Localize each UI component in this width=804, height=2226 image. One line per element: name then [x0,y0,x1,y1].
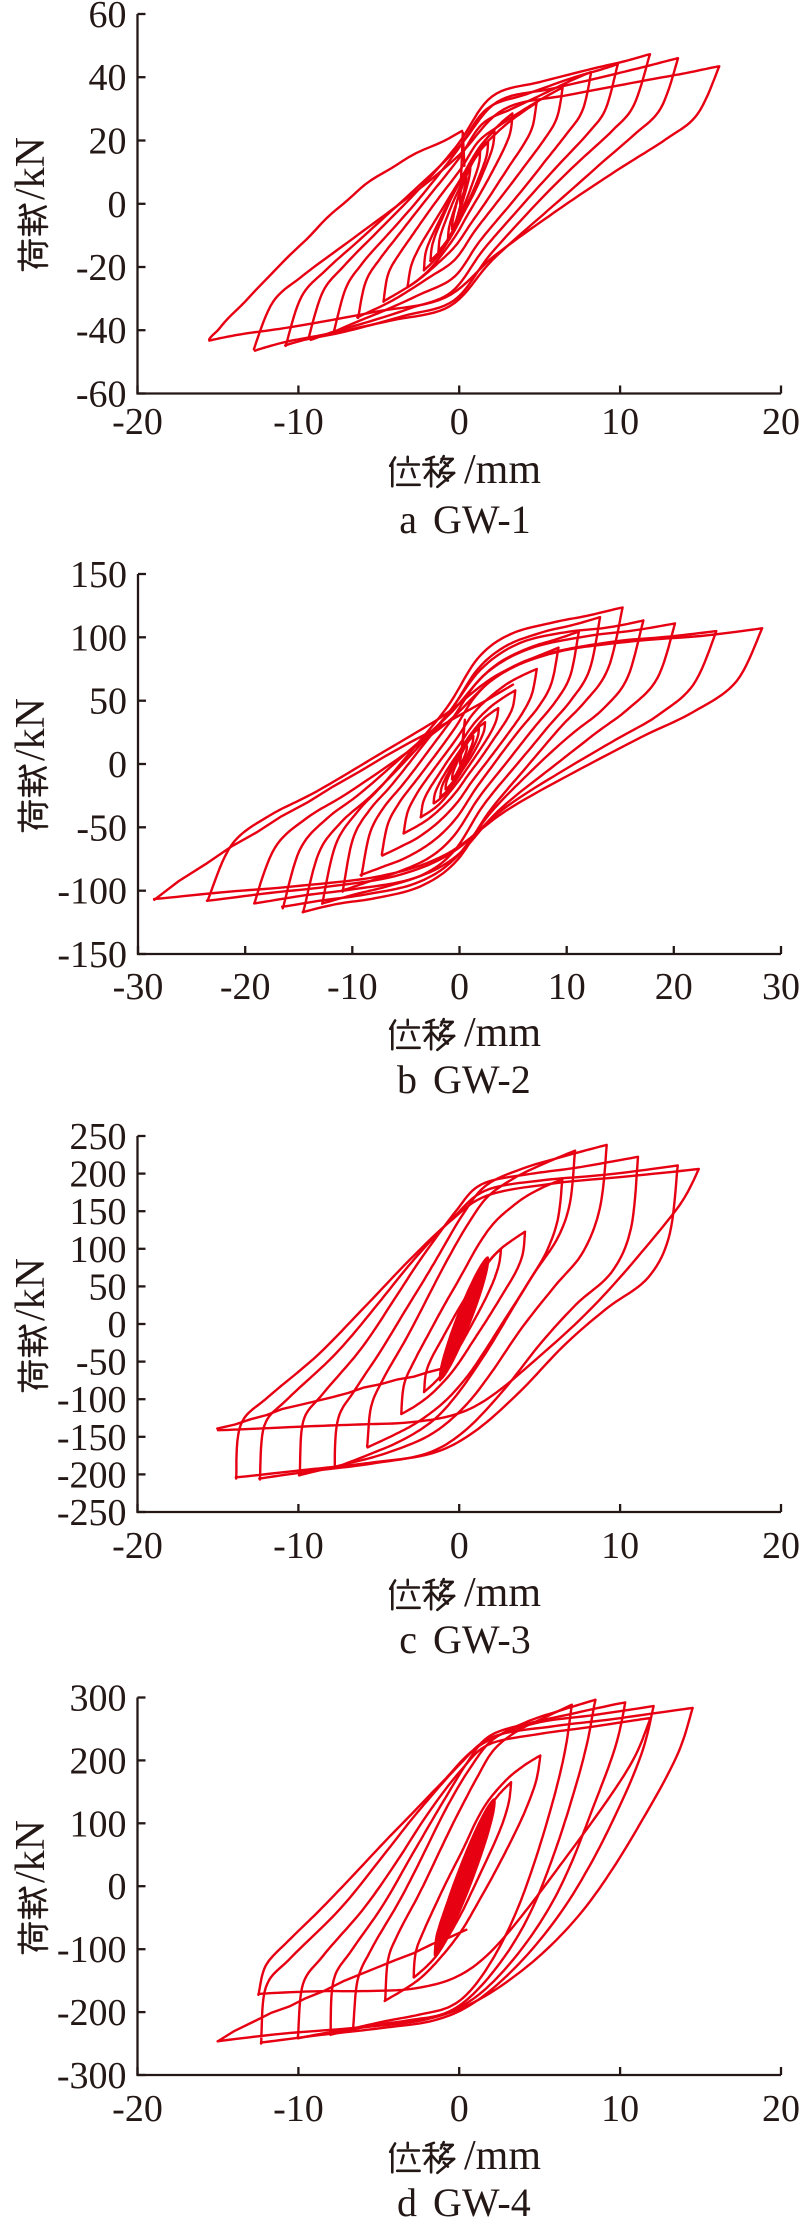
svg-text:10: 10 [601,2088,639,2130]
svg-text:-10: -10 [273,2088,324,2130]
svg-text:-100: -100 [57,1379,127,1421]
svg-text:10: 10 [548,966,586,1008]
svg-text:50: 50 [89,681,127,723]
svg-text:-20: -20 [112,1525,163,1567]
svg-text:100: 100 [70,617,127,659]
svg-text:GW-2: GW-2 [433,1057,531,1102]
svg-text:60: 60 [89,0,127,36]
svg-text:150: 150 [70,1191,127,1233]
svg-text:GW-1: GW-1 [433,497,531,542]
svg-text:20: 20 [762,2088,800,2130]
svg-text:/mm: /mm [464,2133,541,2179]
svg-text:20: 20 [762,401,800,443]
svg-text:0: 0 [108,744,127,786]
svg-text:/kN: /kN [8,137,54,200]
svg-text:-10: -10 [327,966,378,1008]
svg-text:-150: -150 [57,1417,127,1459]
svg-text:-300: -300 [57,2055,127,2097]
svg-text:/mm: /mm [464,447,541,493]
svg-text:-20: -20 [220,966,271,1008]
svg-text:20: 20 [655,966,693,1008]
svg-text:-250: -250 [57,1492,127,1534]
svg-text:250: 250 [70,1116,127,1158]
svg-text:-50: -50 [76,807,127,849]
svg-text:200: 200 [70,1154,127,1196]
svg-text:200: 200 [70,1740,127,1782]
svg-text:/mm: /mm [464,1010,541,1056]
svg-text:-100: -100 [57,871,127,913]
svg-text:300: 300 [70,1678,127,1720]
svg-text:-60: -60 [76,374,127,416]
svg-text:GW-3: GW-3 [433,1617,531,1662]
svg-text:-150: -150 [57,934,127,976]
svg-text:-100: -100 [57,1929,127,1971]
svg-text:a: a [399,497,417,542]
svg-text:-20: -20 [112,401,163,443]
svg-text:c: c [399,1617,417,1662]
svg-text:0: 0 [108,1304,127,1346]
svg-text:0: 0 [450,2088,469,2130]
svg-text:-20: -20 [112,2088,163,2130]
svg-text:20: 20 [762,1525,800,1567]
svg-text:0: 0 [108,1866,127,1908]
svg-text:b: b [397,1057,417,1102]
svg-text:40: 40 [89,57,127,99]
svg-text:-200: -200 [57,1992,127,2034]
svg-text:10: 10 [601,1525,639,1567]
svg-text:0: 0 [450,966,469,1008]
svg-text:150: 150 [70,554,127,596]
svg-text:d: d [397,2180,417,2221]
svg-text:10: 10 [601,401,639,443]
svg-text:-50: -50 [76,1342,127,1384]
svg-text:20: 20 [89,121,127,163]
svg-text:-200: -200 [57,1454,127,1496]
svg-text:0: 0 [450,1525,469,1567]
svg-text:/kN: /kN [8,698,54,761]
svg-text:30: 30 [762,966,800,1008]
svg-text:50: 50 [89,1266,127,1308]
svg-text:0: 0 [450,401,469,443]
svg-text:-40: -40 [76,310,127,352]
svg-text:100: 100 [70,1229,127,1271]
svg-text:100: 100 [70,1803,127,1845]
svg-text:-10: -10 [273,401,324,443]
svg-text:/mm: /mm [464,1570,541,1616]
svg-text:/kN: /kN [8,1258,54,1321]
svg-text:GW-4: GW-4 [433,2180,531,2221]
svg-text:0: 0 [108,184,127,226]
svg-text:-30: -30 [113,966,164,1008]
svg-text:-20: -20 [76,247,127,289]
svg-text:/kN: /kN [8,1820,54,1883]
svg-text:-10: -10 [273,1525,324,1567]
